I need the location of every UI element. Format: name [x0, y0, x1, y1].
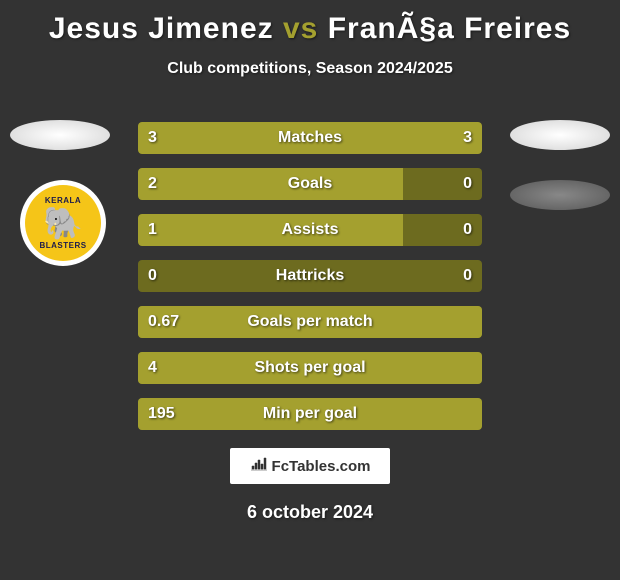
- stat-label: Min per goal: [263, 405, 357, 423]
- stat-value-left: 4: [148, 359, 157, 377]
- left-avatars-column: KERALA 🐘 BLASTERS: [10, 120, 110, 266]
- stat-label: Assists: [282, 221, 339, 239]
- stat-value-right: 3: [463, 129, 472, 147]
- chart-icon: [250, 455, 268, 478]
- player1-name: Jesus Jimenez: [49, 12, 274, 45]
- subtitle: Club competitions, Season 2024/2025: [0, 60, 620, 78]
- date-text: 6 october 2024: [247, 502, 373, 523]
- player2-name: FranÃ§a Freires: [328, 12, 571, 45]
- bar-left: [138, 168, 403, 200]
- stat-value-left: 0: [148, 267, 157, 285]
- stat-label: Matches: [278, 129, 342, 147]
- stat-value-right: 0: [463, 267, 472, 285]
- stat-row: 0.67 Goals per match: [138, 306, 482, 338]
- stat-row: 1 0 Assists: [138, 214, 482, 246]
- player2-avatar-placeholder: [510, 120, 610, 150]
- stat-label: Goals per match: [247, 313, 372, 331]
- bar-left: [138, 214, 403, 246]
- stat-row: 0 0 Hattricks: [138, 260, 482, 292]
- stat-value-left: 3: [148, 129, 157, 147]
- team-badge-top-text: KERALA: [45, 196, 81, 205]
- stat-label: Goals: [288, 175, 332, 193]
- stat-value-left: 195: [148, 405, 175, 423]
- stat-row: 3 3 Matches: [138, 122, 482, 154]
- stat-label: Hattricks: [276, 267, 344, 285]
- page-title: Jesus Jimenez vs FranÃ§a Freires: [0, 0, 620, 46]
- player1-team-badge: KERALA 🐘 BLASTERS: [20, 180, 106, 266]
- player2-team-placeholder: [510, 180, 610, 210]
- stat-row: 2 0 Goals: [138, 168, 482, 200]
- team-badge-bottom-text: BLASTERS: [39, 241, 86, 250]
- player1-avatar-placeholder: [10, 120, 110, 150]
- stat-value-left: 1: [148, 221, 157, 239]
- stats-bars-container: 3 3 Matches 2 0 Goals 1 0 Assists 0 0 Hattricks 0.67…: [138, 122, 482, 444]
- elephant-icon: 🐘: [43, 207, 83, 239]
- stat-row: 195 Min per goal: [138, 398, 482, 430]
- vs-separator: vs: [283, 12, 318, 45]
- fctables-logo-text: FcTables.com: [272, 458, 371, 475]
- stat-value-left: 2: [148, 175, 157, 193]
- stat-value-right: 0: [463, 221, 472, 239]
- stat-value-left: 0.67: [148, 313, 179, 331]
- stat-label: Shots per goal: [254, 359, 365, 377]
- stat-value-right: 0: [463, 175, 472, 193]
- stat-row: 4 Shots per goal: [138, 352, 482, 384]
- fctables-logo-box: FcTables.com: [230, 448, 390, 484]
- right-avatars-column: [510, 120, 610, 240]
